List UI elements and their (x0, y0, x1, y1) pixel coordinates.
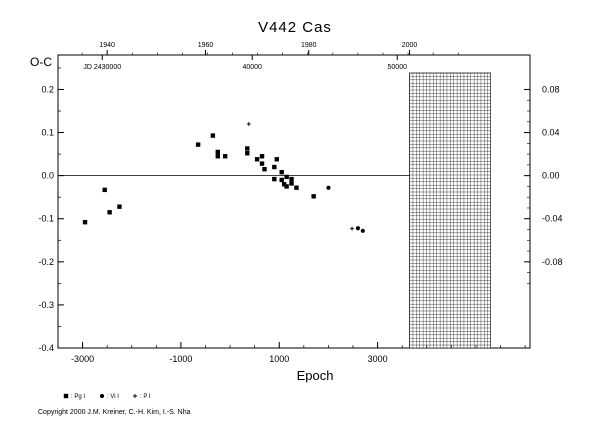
y-tick-label-left: -0.4 (38, 343, 54, 353)
data-point (326, 185, 331, 190)
data-point (259, 154, 265, 159)
data-point (355, 226, 361, 231)
x-tick-label: 3000 (368, 354, 388, 364)
x-tick-label: -1000 (169, 354, 192, 364)
data-point (82, 219, 88, 225)
data-point (284, 184, 289, 189)
legend-label: : P I (140, 394, 151, 400)
top-jd-label: 50000 (388, 64, 408, 71)
y-tick-label-left: 0.2 (41, 84, 54, 94)
data-point (222, 154, 228, 159)
y-tick-label-left: -0.1 (38, 214, 54, 224)
plot-area: -3000 -1000 1000 3000 -0.4 -0.3 -0.2 -0.1 0.0 0.1… (38, 42, 562, 364)
top-year-label: 1960 (198, 42, 214, 49)
data-point (245, 146, 250, 151)
series-circle (326, 185, 365, 233)
data-point (294, 185, 299, 190)
top-year-label: 1980 (301, 42, 317, 49)
data-point (107, 210, 112, 215)
top-jd-label: 40000 (242, 64, 262, 71)
series-square (82, 133, 316, 225)
data-point (259, 161, 265, 166)
data-point (284, 174, 289, 180)
y-tick-label-left: 0.1 (41, 128, 54, 138)
copyright-notice: Copyright 2000 J.M. Kreiner, C.-H. Kim, … (38, 409, 191, 416)
legend-marker (133, 394, 137, 398)
y-tick-label-right: -0.08 (542, 257, 563, 267)
data-point (215, 149, 220, 155)
top-year-label: 1940 (99, 42, 115, 49)
data-point (360, 228, 365, 233)
data-point (350, 226, 355, 231)
x-axis-label: Epoch (297, 368, 334, 383)
legend-marker (99, 393, 105, 399)
hatched-region (409, 72, 491, 349)
data-point (272, 176, 277, 182)
data-point (274, 157, 279, 162)
legend-label: : Vi I (107, 394, 119, 400)
y-tick-label-left: 0.0 (41, 171, 54, 181)
data-point (289, 181, 294, 186)
legend-marker (63, 393, 69, 399)
data-point (311, 194, 316, 199)
data-point (102, 187, 107, 193)
legend: : Pg I : Vi I : P I (63, 393, 151, 400)
y-tick-label-right: 0.04 (542, 128, 560, 138)
x-tick-label: 1000 (269, 354, 289, 364)
chart-title: V442 Cas (258, 19, 332, 36)
data-point (281, 182, 287, 187)
data-point (246, 121, 251, 126)
data-point (272, 164, 277, 170)
y-tick-label-right: 0.00 (542, 171, 560, 181)
data-point (279, 177, 284, 183)
top-jd-label: JD 2430000 (83, 64, 121, 71)
data-point (245, 151, 250, 156)
hatched-region-frame (409, 72, 491, 349)
data-point (289, 176, 294, 182)
y-tick-label-right: 0.08 (542, 84, 560, 94)
data-point (195, 142, 201, 147)
data-point (210, 133, 216, 138)
top-year-label: 2000 (402, 42, 418, 49)
data-point (215, 154, 220, 159)
data-point (279, 170, 284, 175)
plot-frame (57, 54, 531, 349)
legend-label: : Pg I (71, 394, 85, 400)
y-tick-label-left: -0.3 (38, 300, 54, 310)
y-tick-label-left: -0.2 (38, 257, 54, 267)
y-tick-label-right: -0.04 (542, 214, 563, 224)
x-tick-label: -3000 (71, 354, 94, 364)
series-plus (246, 121, 355, 231)
data-point (254, 157, 260, 162)
data-point (117, 204, 122, 209)
data-point (262, 166, 267, 172)
y-axis-label: O-C (30, 55, 52, 69)
